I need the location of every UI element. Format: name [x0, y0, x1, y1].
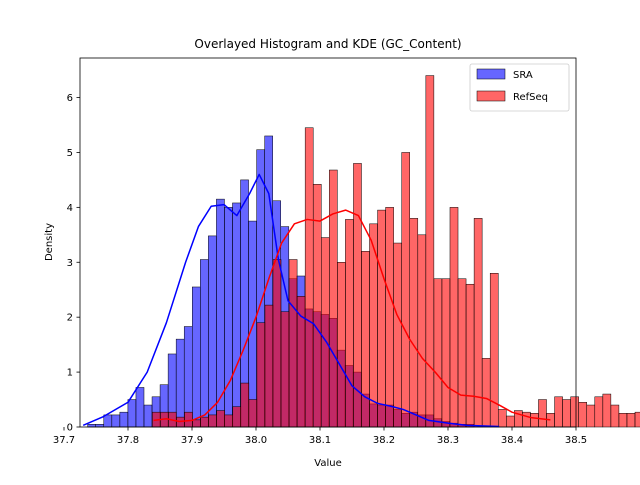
y-tick-label-0: 0 — [67, 423, 73, 434]
bar-sra-11 — [175, 338, 185, 428]
x-tick-label-7: 38.4 — [501, 435, 523, 446]
bar-sra-1 — [95, 424, 105, 428]
bar-refseq-58 — [618, 413, 628, 428]
bar-refseq-30 — [393, 242, 402, 428]
y-tick-label-6: 6 — [67, 93, 73, 104]
x-axis-ticks: 37.7 37.8 37.9 38.0 38.1 38.2 38.3 38.4 38.5 — [53, 427, 587, 446]
bar-refseq-43 — [498, 409, 507, 428]
bar-refseq-28 — [377, 209, 386, 428]
bar-refseq-12 — [248, 399, 258, 428]
bar-refseq-54 — [586, 404, 596, 428]
bar-refseq-48 — [538, 399, 547, 428]
bar-refseq-60 — [634, 411, 640, 428]
bar-refseq-40 — [473, 218, 483, 428]
x-axis-label: Value — [314, 458, 341, 469]
bar-refseq-46 — [522, 411, 531, 428]
kde-line-sra — [82, 173, 500, 428]
bar-refseq-53 — [578, 402, 587, 428]
y-tick-label-4: 4 — [67, 203, 73, 214]
bar-refseq-38 — [457, 278, 467, 428]
bar-refseq-17 — [288, 259, 298, 428]
bar-refseq-24 — [345, 219, 354, 428]
y-axis-ticks: 0 1 2 3 4 5 6 — [67, 93, 80, 434]
bar-refseq-13 — [256, 322, 266, 428]
bar-refseq-9 — [224, 414, 234, 428]
bar-sra-0 — [87, 424, 96, 428]
x-tick-label-2: 37.9 — [181, 435, 203, 446]
plot-frame — [79, 57, 577, 428]
histogram-bars — [87, 75, 640, 428]
bar-refseq-21 — [321, 237, 330, 428]
legend-label-sra: SRA — [513, 70, 533, 81]
bar-sra-18 — [232, 202, 241, 428]
bar-sra-2 — [103, 414, 113, 428]
bar-sra-3 — [111, 414, 121, 428]
bar-refseq-34 — [425, 75, 435, 428]
bar-refseq-11 — [240, 382, 250, 428]
bar-sra-4 — [119, 411, 129, 428]
bar-refseq-39 — [465, 283, 475, 428]
bar-sra-14 — [200, 259, 209, 428]
bar-refseq-50 — [554, 396, 563, 428]
y-tick-label-3: 3 — [67, 258, 73, 269]
bar-refseq-41 — [481, 358, 491, 428]
x-tick-label-5: 38.2 — [373, 435, 395, 446]
bar-refseq-32 — [409, 218, 419, 428]
x-tick-label-1: 37.8 — [117, 435, 139, 446]
bar-refseq-22 — [329, 169, 338, 428]
bar-refseq-5 — [192, 419, 201, 428]
bar-refseq-23 — [337, 262, 346, 428]
bar-sra-7 — [143, 404, 153, 428]
bar-refseq-16 — [280, 311, 290, 428]
bar-refseq-7 — [208, 414, 217, 428]
y-axis-label: Density — [44, 223, 55, 261]
bar-refseq-8 — [216, 410, 225, 428]
bar-refseq-37 — [449, 207, 459, 428]
bar-sra-17 — [224, 207, 233, 428]
legend: SRA RefSeq — [469, 63, 570, 112]
x-tick-label-6: 38.3 — [437, 435, 459, 446]
chart-title: Overlayed Histogram and KDE (GC_Content) — [194, 37, 461, 51]
bar-refseq-59 — [626, 413, 636, 428]
legend-swatch-refseq — [476, 90, 506, 102]
bar-refseq-4 — [184, 411, 193, 428]
bar-refseq-6 — [200, 416, 209, 428]
bar-refseq-44 — [506, 415, 515, 428]
legend-label-refseq: RefSeq — [513, 92, 548, 103]
bar-refseq-55 — [594, 396, 604, 428]
legend-swatch-sra — [476, 68, 506, 80]
x-tick-label-4: 38.1 — [309, 435, 331, 446]
y-tick-label-1: 1 — [67, 368, 73, 379]
y-tick-label-5: 5 — [67, 148, 73, 159]
bar-refseq-35 — [433, 278, 443, 428]
x-tick-label-3: 38.0 — [245, 435, 267, 446]
bar-refseq-52 — [570, 396, 579, 428]
bar-sra-15 — [208, 235, 217, 428]
bar-refseq-26 — [361, 251, 370, 428]
bar-refseq-57 — [610, 404, 620, 428]
y-tick-label-2: 2 — [67, 313, 73, 324]
kde-line-refseq — [153, 209, 551, 423]
bar-sra-6 — [135, 387, 145, 428]
bar-refseq-19 — [304, 127, 314, 428]
bar-refseq-36 — [441, 278, 451, 428]
bar-refseq-29 — [385, 207, 394, 428]
bar-refseq-14 — [264, 304, 274, 428]
bar-refseq-31 — [401, 152, 410, 428]
kde-curves — [82, 173, 551, 428]
bar-refseq-51 — [562, 399, 571, 428]
bar-sra-13 — [192, 286, 201, 428]
bar-refseq-33 — [417, 234, 427, 428]
bar-refseq-15 — [272, 259, 282, 428]
bar-refseq-47 — [530, 413, 539, 428]
bar-refseq-10 — [232, 406, 242, 428]
bar-refseq-56 — [602, 393, 612, 428]
bar-sra-5 — [127, 399, 137, 428]
x-tick-label-8: 38.5 — [565, 435, 587, 446]
x-tick-label-0: 37.7 — [53, 435, 75, 446]
